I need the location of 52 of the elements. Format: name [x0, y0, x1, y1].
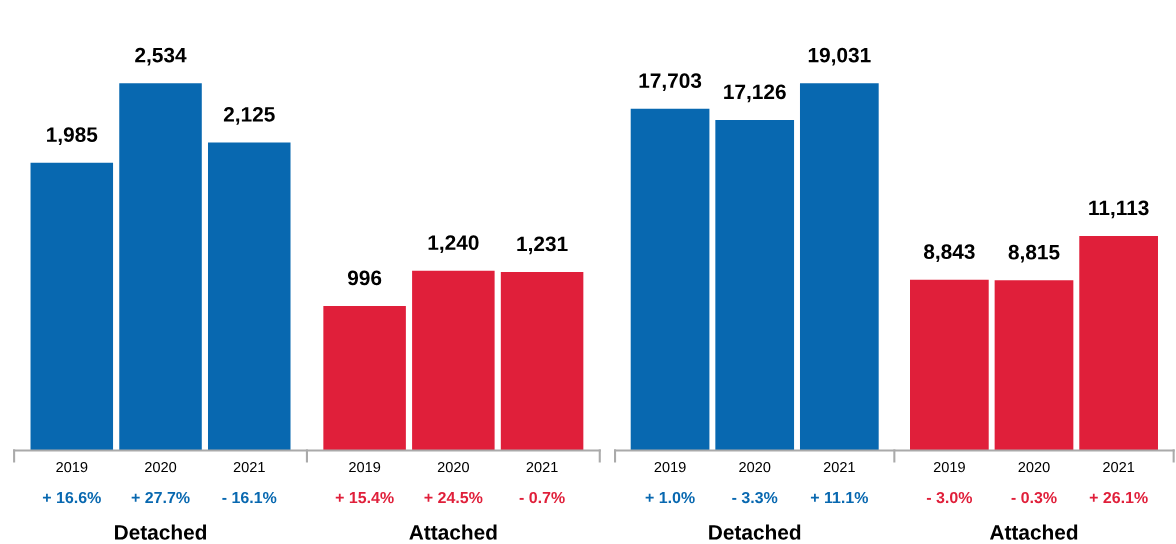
bar [799, 83, 879, 451]
text: + 26.1% [1089, 491, 1148, 504]
data-label: 17,126 [724, 84, 786, 103]
text: + 15.4% [335, 491, 394, 504]
bar [208, 142, 291, 451]
data-label: 1,231 [517, 236, 568, 255]
bar [910, 279, 989, 451]
bar [412, 270, 495, 451]
data-label: 11,113 [1089, 200, 1149, 219]
text: + 1.0% [645, 491, 695, 504]
bar [500, 272, 584, 451]
bar [630, 108, 710, 451]
bar [715, 119, 795, 451]
x-tick-label: 2021 [526, 461, 558, 473]
text: - 0.7% [519, 491, 565, 504]
text: - 0.3% [1011, 491, 1057, 504]
text: - 3.3% [732, 491, 778, 504]
bar [323, 306, 406, 451]
text: - 3.0% [926, 491, 973, 504]
text: Detached [709, 524, 801, 540]
x-tick-label: 2021 [1103, 461, 1135, 473]
data-label: 2,534 [135, 47, 187, 66]
text: + 11.1% [810, 491, 868, 504]
data-label: 8,815 [1008, 244, 1060, 263]
text: Attached [989, 524, 1078, 540]
x-tick-label: 2021 [233, 461, 265, 473]
data-label: 2,125 [223, 106, 275, 125]
bar [30, 162, 114, 451]
x-tick-label: 2021 [823, 461, 855, 473]
text: Detached [115, 524, 207, 540]
x-tick-label: 2019 [654, 461, 686, 473]
bar [119, 83, 202, 451]
x-tick-label: 2019 [349, 461, 381, 473]
x-tick-label: 2020 [1018, 461, 1050, 473]
text: + 27.7% [131, 491, 190, 504]
data-label: 17,703 [639, 73, 702, 92]
x-tick-label: 2020 [437, 461, 469, 473]
text: - 16.1% [222, 491, 277, 504]
data-label: 8,843 [923, 244, 975, 263]
x-tick-label: 2019 [56, 461, 88, 473]
text: + 16.6% [42, 491, 101, 504]
text: Attached [409, 524, 497, 540]
data-label: 996 [347, 270, 382, 286]
text: + 24.5% [424, 491, 483, 504]
bar [994, 280, 1074, 451]
data-label: 1,240 [428, 235, 479, 253]
x-tick-label: 2020 [145, 461, 177, 473]
data-label: 19,031 [808, 47, 871, 66]
data-label: 1,985 [47, 127, 98, 146]
x-tick-label: 2019 [933, 461, 965, 473]
x-tick-label: 2020 [739, 461, 771, 473]
bar [1079, 236, 1158, 451]
